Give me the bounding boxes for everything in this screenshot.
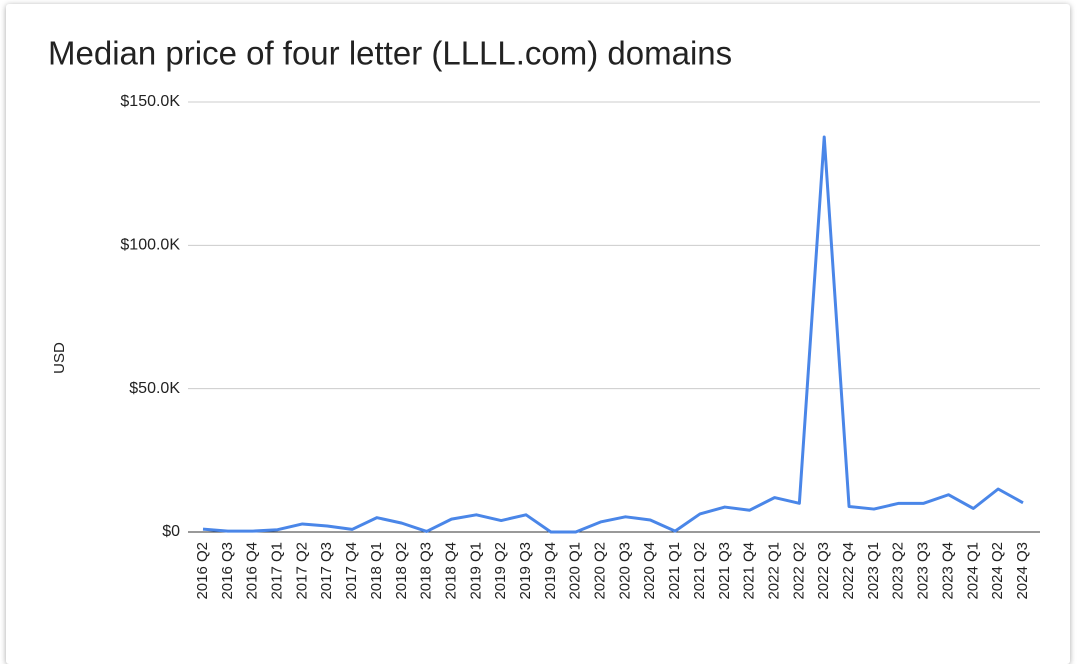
x-tick-label: 2017 Q1 bbox=[269, 542, 286, 600]
x-tick-label: 2022 Q4 bbox=[840, 542, 857, 600]
y-tick-label: $0 bbox=[162, 523, 180, 540]
x-tick-label: 2018 Q4 bbox=[442, 542, 459, 600]
x-tick-label: 2016 Q2 bbox=[194, 542, 211, 600]
x-tick-label: 2019 Q4 bbox=[542, 542, 559, 600]
x-tick-label: 2021 Q3 bbox=[716, 542, 733, 600]
x-tick-label: 2021 Q4 bbox=[741, 542, 758, 600]
x-tick-label: 2022 Q1 bbox=[765, 542, 782, 600]
x-tick-label: 2017 Q3 bbox=[318, 542, 335, 600]
data-line bbox=[202, 135, 1024, 534]
x-tick-label: 2022 Q3 bbox=[815, 542, 832, 600]
x-tick-label: 2019 Q3 bbox=[517, 542, 534, 600]
x-tick-label: 2020 Q1 bbox=[567, 542, 584, 600]
chart-card bbox=[6, 4, 1070, 664]
x-tick-label: 2018 Q1 bbox=[368, 542, 385, 600]
x-tick-label: 2020 Q4 bbox=[641, 542, 658, 600]
x-tick-label: 2018 Q3 bbox=[418, 542, 435, 600]
x-tick-label: 2020 Q3 bbox=[616, 542, 633, 600]
x-tick-label: 2021 Q1 bbox=[666, 542, 683, 600]
x-tick-label: 2021 Q2 bbox=[691, 542, 708, 600]
x-tick-label: 2022 Q2 bbox=[790, 542, 807, 600]
x-tick-label: 2019 Q2 bbox=[492, 542, 509, 600]
x-tick-label: 2023 Q2 bbox=[890, 542, 907, 600]
x-tick-label: 2023 Q4 bbox=[939, 542, 956, 600]
x-tick-label: 2020 Q2 bbox=[592, 542, 609, 600]
y-tick-label: $50.0K bbox=[129, 380, 180, 397]
y-tick-label: $100.0K bbox=[120, 237, 180, 254]
x-tick-label: 2024 Q1 bbox=[964, 542, 981, 600]
x-tick-label: 2017 Q4 bbox=[343, 542, 360, 600]
y-axis-label: USD bbox=[51, 342, 68, 374]
x-tick-label: 2018 Q2 bbox=[393, 542, 410, 600]
x-tick-label: 2019 Q1 bbox=[467, 542, 484, 600]
x-tick-label: 2023 Q3 bbox=[915, 542, 932, 600]
x-tick-label: 2016 Q3 bbox=[219, 542, 236, 600]
chart-title: Median price of four letter (LLLL.com) d… bbox=[48, 35, 732, 72]
y-tick-label: $150.0K bbox=[120, 93, 180, 110]
x-tick-label: 2016 Q4 bbox=[244, 542, 261, 600]
x-tick-label: 2024 Q2 bbox=[989, 542, 1006, 600]
x-tick-label: 2017 Q2 bbox=[293, 542, 310, 600]
x-tick-label: 2024 Q3 bbox=[1014, 542, 1031, 600]
x-tick-label: 2023 Q1 bbox=[865, 542, 882, 600]
